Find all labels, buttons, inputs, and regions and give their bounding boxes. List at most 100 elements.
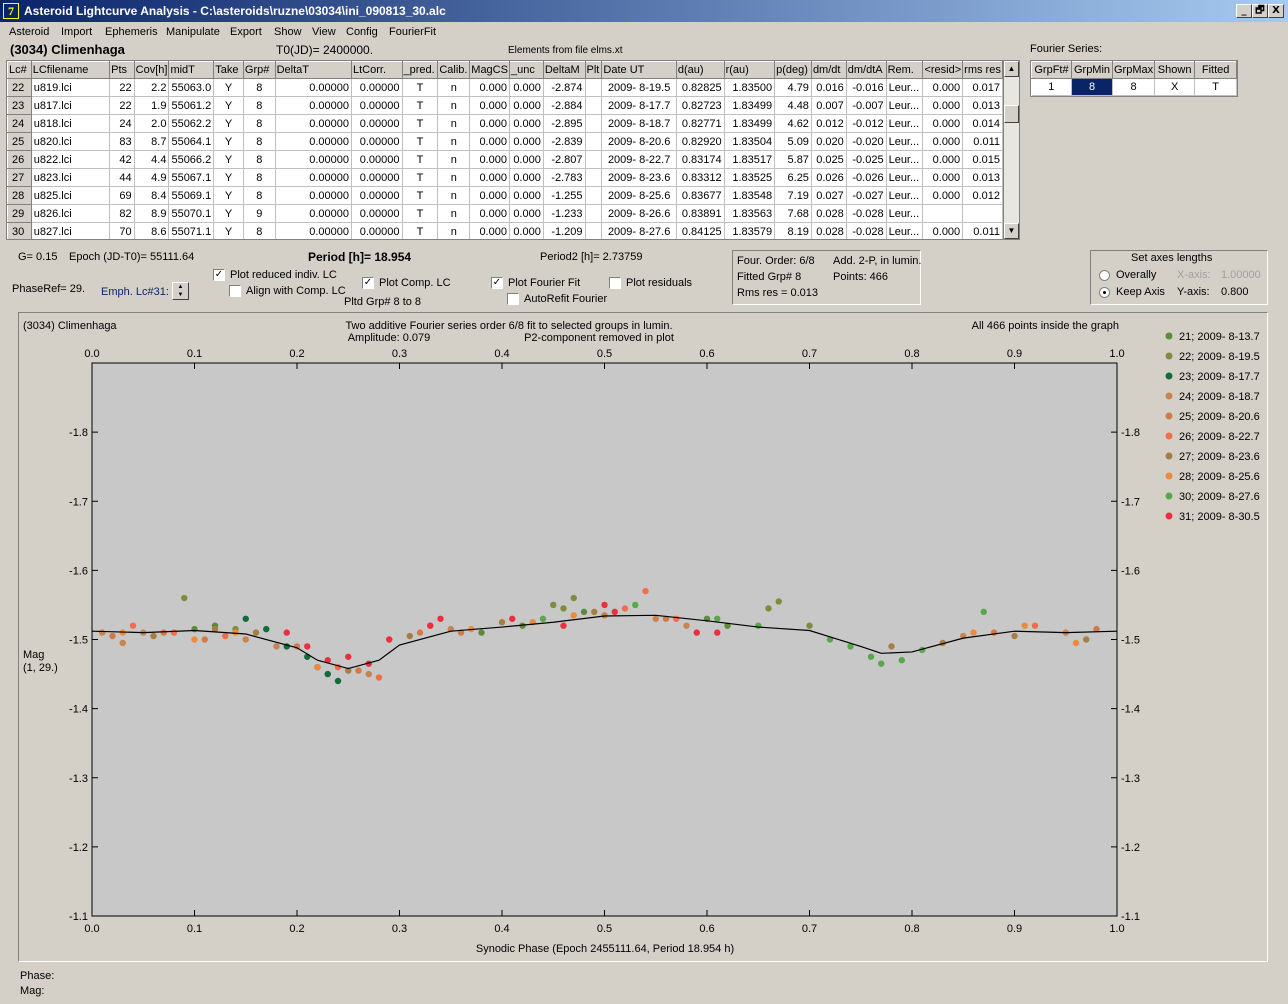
table-cell[interactable]: u827.lci (31, 222, 111, 239)
scroll-up-icon[interactable]: ▲ (1004, 61, 1019, 77)
table-cell[interactable]: 0.83677 (676, 186, 725, 205)
table-cell[interactable]: 6.25 (774, 168, 812, 187)
table-cell[interactable]: T (402, 222, 439, 239)
table-cell[interactable]: T (402, 114, 439, 133)
table-cell[interactable]: 0.000 (469, 168, 510, 187)
table-cell[interactable]: 0.000 (469, 96, 510, 115)
table-cell[interactable]: 0.015 (962, 150, 1003, 169)
table-cell[interactable]: -1.233 (543, 204, 586, 223)
column-header[interactable]: DeltaT (274, 61, 352, 79)
keep-axis-radio[interactable] (1099, 287, 1110, 298)
table-cell[interactable]: 7.68 (774, 204, 812, 223)
menu-ephemeris[interactable]: Ephemeris (105, 26, 158, 38)
table-cell[interactable]: 0.83174 (676, 150, 725, 169)
table-cell[interactable]: Y (213, 114, 244, 133)
table-cell[interactable]: 0.000 (922, 132, 964, 151)
y-axis-value[interactable]: 0.800 (1221, 286, 1249, 298)
table-cell[interactable]: 0.000 (469, 204, 510, 223)
fourier-cell[interactable]: 8 (1071, 78, 1113, 96)
table-cell[interactable]: 2009- 8-25.6 (601, 186, 677, 205)
table-cell[interactable]: u825.lci (31, 186, 111, 205)
overally-radio[interactable] (1099, 270, 1110, 281)
row-number[interactable]: 26 (7, 150, 32, 169)
table-cell[interactable]: Leur... (886, 222, 924, 239)
table-cell[interactable]: 22 (109, 96, 135, 115)
table-cell[interactable]: 24 (109, 114, 135, 133)
table-cell[interactable]: -2.807 (543, 150, 586, 169)
column-header[interactable]: midT (168, 61, 215, 79)
table-cell[interactable]: 1.83579 (724, 222, 776, 239)
table-cell[interactable]: 8 (243, 150, 276, 169)
table-cell[interactable]: 42 (109, 150, 135, 169)
table-cell[interactable]: 0.00000 (275, 132, 352, 151)
table-cell[interactable]: 8.7 (134, 132, 170, 151)
column-header[interactable]: rms res (962, 61, 1003, 79)
table-cell[interactable]: 0.028 (811, 222, 847, 239)
emph-spinner[interactable]: ▲ ▼ (172, 282, 189, 300)
table-cell[interactable]: 2009- 8-22.7 (601, 150, 677, 169)
fourier-cell[interactable]: 8 (1112, 78, 1156, 96)
table-cell[interactable]: 0.013 (962, 96, 1003, 115)
table-cell[interactable]: 1.83504 (724, 132, 776, 151)
table-cell[interactable]: 0.82771 (676, 114, 725, 133)
table-cell[interactable]: 8 (243, 96, 276, 115)
table-cell[interactable]: 0.007 (811, 96, 847, 115)
table-cell[interactable]: Leur... (886, 168, 924, 187)
table-cell[interactable]: 0.83312 (676, 168, 725, 187)
table-cell[interactable]: u818.lci (31, 114, 111, 133)
table-cell[interactable]: 83 (109, 132, 135, 151)
table-cell[interactable]: 8.19 (774, 222, 812, 239)
align-comp-checkbox[interactable] (229, 285, 241, 297)
table-cell[interactable]: 55061.2 (168, 96, 215, 115)
table-cell[interactable]: 55067.1 (168, 168, 215, 187)
row-number[interactable]: 29 (7, 204, 32, 223)
table-cell[interactable] (585, 186, 603, 205)
table-cell[interactable]: 0.000 (469, 132, 510, 151)
column-header[interactable]: DeltaM (542, 61, 586, 79)
table-cell[interactable]: 0.013 (962, 168, 1003, 187)
table-cell[interactable]: T (402, 96, 439, 115)
table-cell[interactable] (585, 96, 603, 115)
table-cell[interactable]: 9 (243, 204, 276, 223)
table-cell[interactable]: 0.00000 (275, 114, 352, 133)
table-cell[interactable]: 1.83548 (724, 186, 776, 205)
column-header[interactable]: dm/dt (810, 61, 847, 79)
table-cell[interactable]: 0.020 (811, 132, 847, 151)
plot-residuals-checkbox[interactable] (609, 277, 621, 289)
restore-button[interactable]: 🗗 (1252, 4, 1268, 18)
row-number[interactable]: 28 (7, 186, 32, 205)
fourier-cell[interactable]: 1 (1031, 78, 1072, 96)
table-cell[interactable]: 0.83891 (676, 204, 725, 223)
table-cell[interactable]: 7.19 (774, 186, 812, 205)
table-cell[interactable]: T (402, 186, 439, 205)
table-cell[interactable]: T (402, 168, 439, 187)
table-cell[interactable]: 2.2 (134, 78, 170, 97)
table-cell[interactable]: 55070.1 (168, 204, 215, 223)
table-cell[interactable]: 0.00000 (351, 132, 403, 151)
table-cell[interactable]: 2009- 8-18.7 (601, 114, 677, 133)
table-cell[interactable]: 0.000 (469, 222, 510, 239)
table-cell[interactable] (585, 132, 603, 151)
table-cell[interactable]: 8 (243, 222, 276, 239)
table-cell[interactable]: 55071.1 (168, 222, 215, 239)
table-cell[interactable]: -0.012 (846, 114, 887, 133)
table-scrollbar[interactable]: ▲ ▼ (1003, 60, 1020, 240)
table-cell[interactable]: n (437, 222, 471, 239)
table-cell[interactable]: 0.00000 (275, 204, 352, 223)
table-cell[interactable]: 8 (243, 114, 276, 133)
fourier-cell[interactable]: T (1194, 78, 1238, 96)
table-cell[interactable]: 0.000 (509, 114, 544, 133)
table-cell[interactable]: 2009- 8-23.6 (601, 168, 677, 187)
plot-fourier-checkbox[interactable]: ✓ (491, 277, 503, 289)
table-cell[interactable]: 0.000 (469, 150, 510, 169)
table-cell[interactable]: 4.79 (774, 78, 812, 97)
table-cell[interactable] (585, 114, 603, 133)
table-cell[interactable]: T (402, 150, 439, 169)
table-cell[interactable]: 82 (109, 204, 135, 223)
table-cell[interactable]: -1.209 (543, 222, 586, 239)
